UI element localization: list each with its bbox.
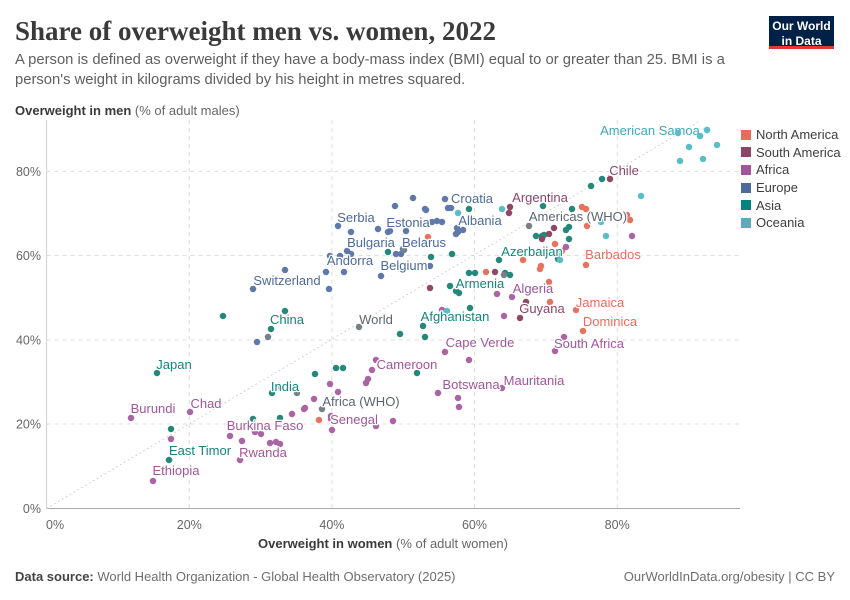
svg-text:40%: 40%: [319, 518, 344, 532]
svg-text:Chad: Chad: [190, 396, 221, 411]
svg-text:Afghanistan: Afghanistan: [421, 309, 490, 324]
svg-text:Africa (WHO): Africa (WHO): [322, 394, 399, 409]
svg-text:American Samoa: American Samoa: [600, 123, 700, 138]
svg-text:Burkina Faso: Burkina Faso: [227, 418, 304, 433]
svg-text:India: India: [271, 379, 300, 394]
svg-text:Bulgaria: Bulgaria: [347, 235, 395, 250]
svg-text:Algeria: Algeria: [513, 281, 554, 296]
svg-text:Ethiopia: Ethiopia: [153, 463, 201, 478]
svg-text:Belgium: Belgium: [381, 258, 428, 273]
svg-text:Americas (WHO): Americas (WHO): [529, 209, 627, 224]
svg-text:Andorra: Andorra: [327, 253, 374, 268]
svg-text:20%: 20%: [177, 518, 202, 532]
svg-text:Belarus: Belarus: [402, 235, 447, 250]
svg-text:Senegal: Senegal: [330, 412, 378, 427]
svg-text:40%: 40%: [16, 334, 41, 348]
svg-text:East Timor: East Timor: [169, 443, 232, 458]
svg-text:Azerbaijan: Azerbaijan: [501, 244, 562, 259]
svg-text:Serbia: Serbia: [337, 210, 375, 225]
svg-text:Estonia: Estonia: [386, 215, 430, 230]
svg-text:Switzerland: Switzerland: [253, 273, 320, 288]
svg-text:Jamaica: Jamaica: [576, 295, 625, 310]
svg-text:60%: 60%: [462, 518, 487, 532]
svg-text:China: China: [270, 312, 305, 327]
svg-text:Argentina: Argentina: [512, 190, 568, 205]
svg-text:Burundi: Burundi: [131, 401, 176, 416]
svg-text:80%: 80%: [605, 518, 630, 532]
svg-text:0%: 0%: [23, 502, 41, 516]
svg-text:Mauritania: Mauritania: [504, 373, 565, 388]
svg-text:Armenia: Armenia: [456, 276, 505, 291]
svg-text:60%: 60%: [16, 249, 41, 263]
svg-text:20%: 20%: [16, 418, 41, 432]
svg-text:Dominica: Dominica: [583, 314, 638, 329]
svg-text:Cameroon: Cameroon: [377, 357, 438, 372]
svg-text:80%: 80%: [16, 165, 41, 179]
svg-text:Guyana: Guyana: [519, 301, 565, 316]
svg-text:Albania: Albania: [458, 213, 502, 228]
svg-text:Japan: Japan: [156, 357, 191, 372]
svg-text:Croatia: Croatia: [451, 191, 494, 206]
svg-text:South Africa: South Africa: [554, 336, 625, 351]
svg-text:Chile: Chile: [609, 163, 639, 178]
svg-text:Barbados: Barbados: [585, 247, 641, 262]
svg-text:Rwanda: Rwanda: [239, 445, 287, 460]
svg-text:World: World: [359, 312, 393, 327]
svg-text:0%: 0%: [46, 518, 64, 532]
svg-text:Botswana: Botswana: [442, 377, 500, 392]
svg-text:Cape Verde: Cape Verde: [446, 335, 515, 350]
